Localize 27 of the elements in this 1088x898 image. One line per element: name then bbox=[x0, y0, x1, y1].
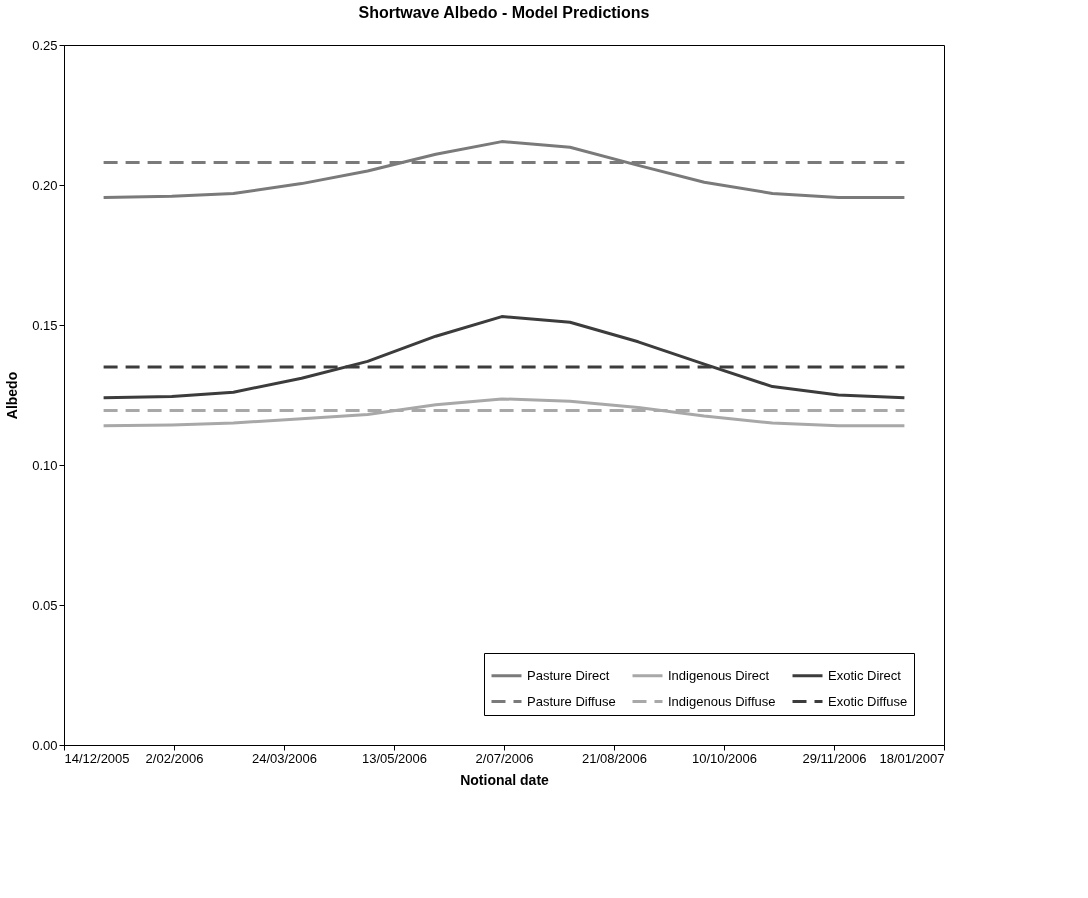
y-tick-label: 0.10 bbox=[32, 457, 58, 473]
line-series bbox=[102, 140, 906, 200]
x-axis-title: Notional date bbox=[460, 771, 550, 788]
line-series bbox=[102, 397, 906, 428]
y-axis-title: Albedo bbox=[4, 371, 21, 420]
legend-label: Indigenous Diffuse bbox=[668, 693, 776, 709]
x-tick-label: 18/01/2007 bbox=[879, 750, 945, 766]
line-series bbox=[102, 315, 906, 400]
x-tick-label: 24/03/2006 bbox=[251, 750, 318, 766]
legend-label: Exotic Diffuse bbox=[828, 693, 908, 709]
legend-label: Exotic Direct bbox=[828, 667, 902, 683]
x-tick-label: 21/08/2006 bbox=[581, 750, 648, 766]
y-tick-label: 0.25 bbox=[32, 37, 58, 53]
x-tick-label: 2/02/2006 bbox=[145, 750, 204, 766]
x-tick-label: 2/07/2006 bbox=[475, 750, 534, 766]
y-tick-label: 0.00 bbox=[32, 737, 58, 753]
legend-label: Indigenous Direct bbox=[668, 667, 770, 683]
legend-label: Pasture Direct bbox=[527, 667, 610, 683]
y-tick-label: 0.20 bbox=[32, 177, 58, 193]
chart-title: Shortwave Albedo - Model Predictions bbox=[358, 4, 650, 21]
x-tick-label: 14/12/2005 bbox=[64, 750, 130, 766]
y-tick-label: 0.05 bbox=[32, 597, 58, 613]
x-tick-label: 13/05/2006 bbox=[361, 750, 428, 766]
y-tick-label: 0.15 bbox=[32, 317, 58, 333]
legend-label: Pasture Diffuse bbox=[527, 693, 616, 709]
x-tick-label: 10/10/2006 bbox=[691, 750, 758, 766]
x-tick-label: 29/11/2006 bbox=[802, 750, 867, 766]
